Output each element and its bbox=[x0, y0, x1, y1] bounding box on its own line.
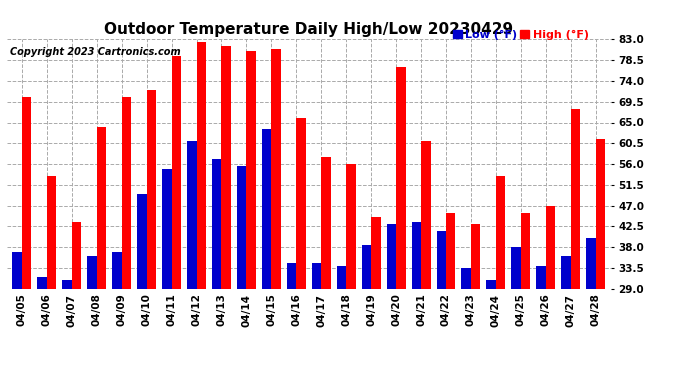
Bar bbox=[546, 206, 555, 289]
Legend: Low (°F), High (°F): Low (°F), High (°F) bbox=[448, 25, 593, 44]
Bar bbox=[72, 222, 81, 289]
Bar bbox=[87, 256, 97, 289]
Bar bbox=[521, 213, 531, 289]
Bar bbox=[411, 222, 421, 289]
Bar bbox=[496, 176, 505, 289]
Bar bbox=[197, 42, 206, 289]
Bar bbox=[346, 164, 355, 289]
Bar bbox=[12, 252, 22, 289]
Bar bbox=[97, 127, 106, 289]
Bar bbox=[462, 268, 471, 289]
Bar bbox=[571, 109, 580, 289]
Bar bbox=[312, 263, 322, 289]
Bar bbox=[22, 97, 31, 289]
Bar bbox=[337, 266, 346, 289]
Bar bbox=[37, 277, 47, 289]
Bar bbox=[561, 256, 571, 289]
Bar bbox=[586, 238, 595, 289]
Title: Outdoor Temperature Daily High/Low 20230429: Outdoor Temperature Daily High/Low 20230… bbox=[104, 22, 513, 37]
Bar bbox=[511, 247, 521, 289]
Bar bbox=[246, 51, 256, 289]
Bar bbox=[362, 245, 371, 289]
Bar bbox=[172, 56, 181, 289]
Bar bbox=[421, 141, 431, 289]
Bar bbox=[47, 176, 57, 289]
Bar bbox=[137, 194, 146, 289]
Bar bbox=[396, 67, 406, 289]
Bar bbox=[386, 224, 396, 289]
Bar bbox=[212, 159, 221, 289]
Bar bbox=[296, 118, 306, 289]
Bar bbox=[62, 279, 72, 289]
Bar bbox=[121, 97, 131, 289]
Bar bbox=[437, 231, 446, 289]
Bar bbox=[536, 266, 546, 289]
Bar bbox=[162, 169, 172, 289]
Bar bbox=[146, 90, 156, 289]
Bar bbox=[112, 252, 121, 289]
Bar bbox=[446, 213, 455, 289]
Bar bbox=[486, 279, 496, 289]
Bar bbox=[271, 49, 281, 289]
Bar bbox=[262, 129, 271, 289]
Text: Copyright 2023 Cartronics.com: Copyright 2023 Cartronics.com bbox=[10, 47, 181, 57]
Bar bbox=[371, 217, 381, 289]
Bar bbox=[471, 224, 480, 289]
Bar bbox=[287, 263, 296, 289]
Bar bbox=[221, 46, 231, 289]
Bar bbox=[322, 157, 331, 289]
Bar bbox=[237, 166, 246, 289]
Bar bbox=[187, 141, 197, 289]
Bar bbox=[595, 139, 605, 289]
